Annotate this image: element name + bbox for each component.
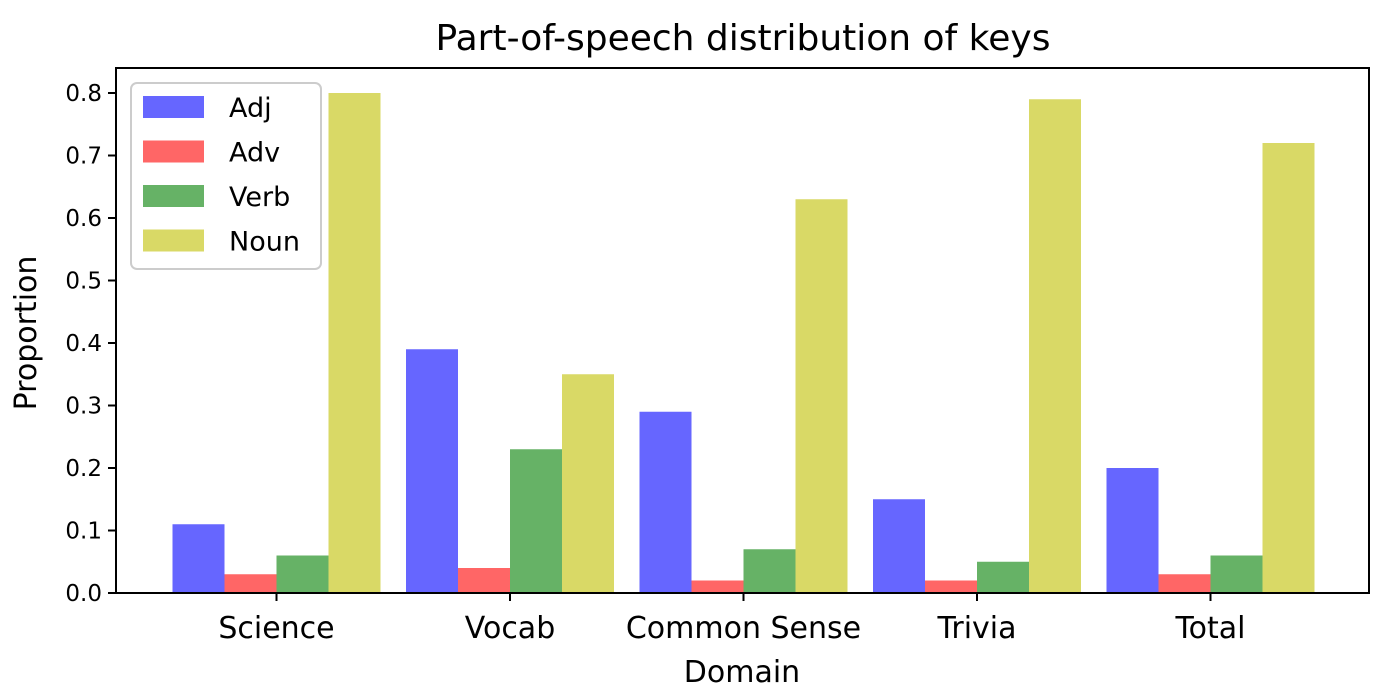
x-tick-label: Common Sense <box>626 611 861 646</box>
y-tick-label: 0.6 <box>65 206 102 232</box>
legend-swatch-adj <box>143 96 204 118</box>
bar-noun-vocab <box>562 374 614 593</box>
y-axis: 0.0 0.1 0.2 0.3 0.4 0.5 0.6 0.7 0.8 <box>65 81 116 607</box>
bar-verb-science <box>276 555 329 593</box>
bar-noun-trivia <box>1029 99 1081 593</box>
y-tick-label: 0.5 <box>65 269 102 295</box>
y-tick-label: 0.3 <box>65 394 102 420</box>
bar-adj-science <box>172 524 225 593</box>
y-tick-label: 0.2 <box>65 456 102 482</box>
bar-adj-total <box>1106 468 1159 593</box>
legend-label-noun: Noun <box>229 227 300 258</box>
y-tick-label: 0.8 <box>65 81 102 107</box>
bar-noun-science <box>328 93 381 593</box>
bar-adv-common-sense <box>691 580 744 593</box>
bar-adv-vocab <box>458 568 510 593</box>
legend-label-verb: Verb <box>229 182 290 213</box>
bar-adj-common-sense <box>639 411 692 593</box>
bar-adv-trivia <box>925 580 977 593</box>
x-tick-label: Trivia <box>936 611 1016 646</box>
bar-adj-trivia <box>873 499 925 593</box>
bar-verb-common-sense <box>743 549 796 593</box>
y-tick-label: 0.7 <box>65 144 102 170</box>
bar-noun-common-sense <box>795 199 848 593</box>
bars-group <box>172 93 1315 593</box>
legend: Adj Adv Verb Noun <box>130 82 322 270</box>
legend-swatch-noun <box>143 229 204 252</box>
bar-adv-science <box>224 574 277 593</box>
y-tick-label: 0.4 <box>65 331 102 357</box>
y-axis-label: Proportion <box>9 256 44 411</box>
bar-verb-trivia <box>977 561 1029 593</box>
legend-swatch-adv <box>143 140 204 163</box>
bar-verb-total <box>1210 555 1263 593</box>
x-tick-label: Total <box>1174 611 1245 646</box>
bar-adj-vocab <box>406 349 458 593</box>
legend-frame <box>130 82 322 270</box>
y-tick-label: 0.0 <box>65 581 102 607</box>
bar-verb-vocab <box>510 449 562 593</box>
legend-swatch-verb <box>143 185 204 207</box>
x-axis-label: Domain <box>684 655 800 690</box>
x-tick-label: Science <box>218 611 334 646</box>
bar-adv-total <box>1158 574 1211 593</box>
y-tick-label: 0.1 <box>65 519 102 545</box>
legend-label-adj: Adj <box>229 93 272 124</box>
legend-label-adv: Adv <box>229 138 280 169</box>
bar-noun-total <box>1262 143 1315 593</box>
chart-title: Part-of-speech distribution of keys <box>436 18 1051 59</box>
x-tick-label: Vocab <box>465 611 555 646</box>
x-axis: Science Vocab Common Sense Trivia Total <box>218 593 1246 646</box>
